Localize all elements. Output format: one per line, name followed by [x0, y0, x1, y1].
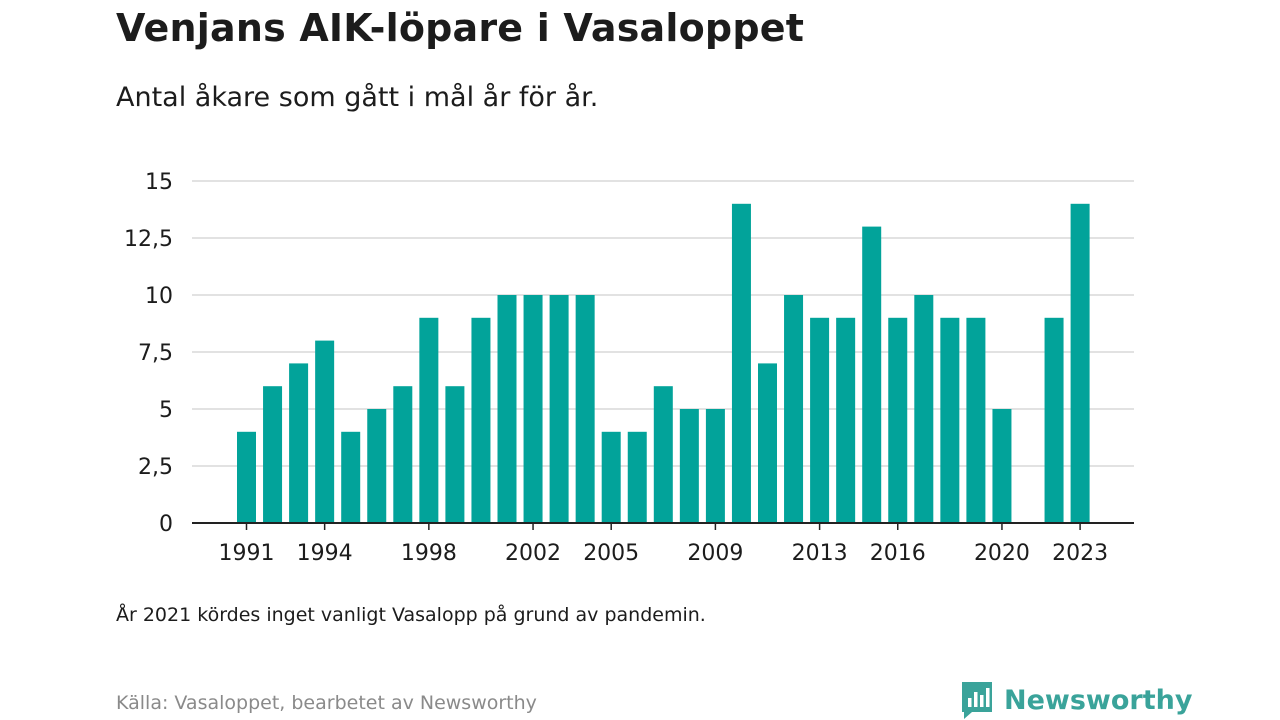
- bar: [497, 295, 517, 523]
- y-tick-label: 15: [145, 170, 173, 195]
- bar: [263, 386, 283, 523]
- x-tick-label: 2005: [583, 541, 639, 566]
- bar: [1044, 317, 1064, 523]
- bar: [289, 363, 309, 523]
- bar: [836, 317, 856, 523]
- source-credit: Källa: Vasaloppet, bearbetet av Newswort…: [116, 692, 537, 714]
- x-tick-label: 2023: [1052, 541, 1108, 566]
- x-tick-label: 1991: [219, 541, 275, 566]
- bar: [523, 295, 543, 523]
- bar: [731, 203, 751, 524]
- newsworthy-brand[interactable]: Newsworthy: [960, 680, 1192, 720]
- footnote: År 2021 kördes inget vanligt Vasalopp på…: [116, 604, 706, 626]
- bar: [758, 363, 777, 523]
- y-tick-label: 10: [145, 284, 173, 309]
- bar: [367, 409, 387, 523]
- bar: [784, 295, 804, 523]
- bar: [237, 431, 256, 523]
- chart-title: Venjans AIK-löpare i Vasaloppet: [116, 6, 805, 50]
- newsworthy-logo-icon: [962, 682, 992, 719]
- x-tick-label: 1998: [401, 541, 457, 566]
- y-tick-label: 7,5: [138, 341, 173, 366]
- bar: [341, 431, 361, 523]
- x-tick-label: 2020: [974, 541, 1030, 566]
- bar: [992, 409, 1012, 523]
- bar: [810, 317, 830, 523]
- bar: [862, 226, 882, 523]
- bar: [393, 386, 413, 523]
- chart-subtitle: Antal åkare som gått i mål år för år.: [116, 82, 599, 113]
- y-tick-label: 2,5: [138, 455, 173, 480]
- bar: [575, 295, 595, 523]
- bar: [627, 431, 647, 523]
- x-tick-label: 2016: [870, 541, 926, 566]
- bar: [705, 409, 725, 523]
- bar-chart: 0 2,5 5 7,5 10 12,5 15 1991 1994 1998 2002 2005 2009…: [124, 170, 1134, 566]
- y-tick-label: 5: [159, 398, 173, 423]
- bar: [419, 317, 439, 523]
- bar: [679, 409, 699, 523]
- bar: [549, 295, 569, 523]
- x-tick-label: 2009: [687, 541, 743, 566]
- bar: [914, 295, 934, 523]
- y-tick-label: 12,5: [124, 227, 173, 252]
- x-tick-label: 1994: [297, 541, 353, 566]
- x-tick-label: 2002: [505, 541, 561, 566]
- x-tick-label: 2013: [792, 541, 848, 566]
- bar: [940, 317, 960, 523]
- bar: [888, 317, 908, 523]
- bar: [653, 386, 673, 523]
- bar: [1070, 203, 1090, 524]
- bar: [601, 431, 621, 523]
- y-tick-label: 0: [159, 512, 173, 537]
- bar: [445, 386, 465, 523]
- bar: [471, 317, 491, 523]
- bar: [315, 340, 335, 523]
- brand-name: Newsworthy: [1004, 684, 1193, 716]
- bar: [966, 317, 986, 523]
